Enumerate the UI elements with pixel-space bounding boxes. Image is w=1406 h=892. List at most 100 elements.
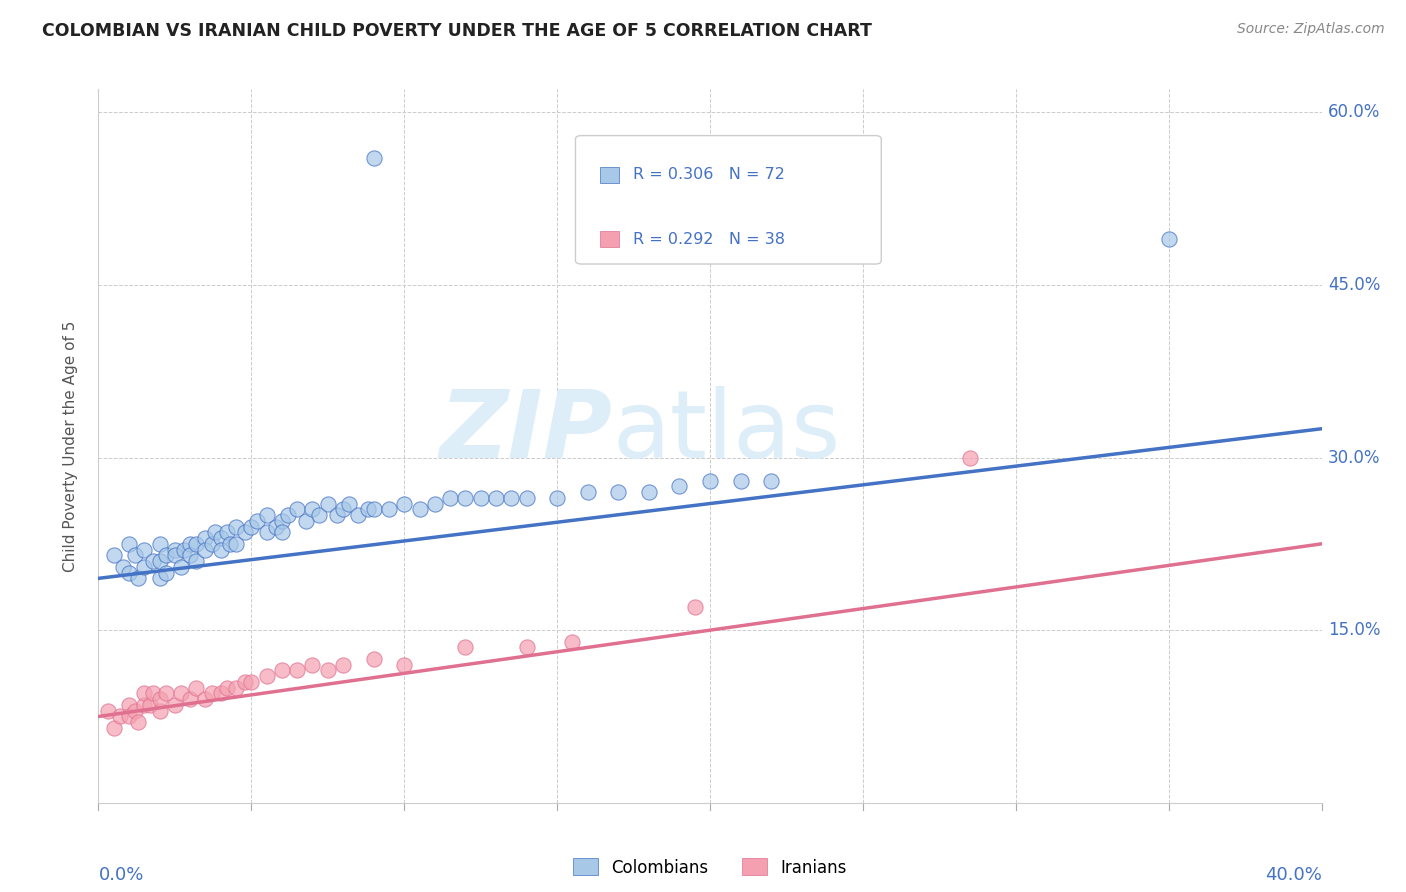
Point xyxy=(134,686,156,700)
Point xyxy=(408,502,430,516)
Point xyxy=(127,715,149,730)
Point xyxy=(332,502,354,516)
Point xyxy=(264,519,287,533)
Point xyxy=(301,657,323,672)
Point xyxy=(155,686,177,700)
Point xyxy=(163,698,186,712)
Point xyxy=(316,497,339,511)
Text: 0.0%: 0.0% xyxy=(98,866,143,884)
Point xyxy=(108,709,131,723)
Legend: Colombians, Iranians: Colombians, Iranians xyxy=(574,858,846,877)
Point xyxy=(326,508,349,522)
Point xyxy=(233,525,256,540)
Point xyxy=(683,600,706,615)
Point xyxy=(699,474,721,488)
Point xyxy=(194,542,217,557)
Point xyxy=(111,559,134,574)
Point xyxy=(270,514,292,528)
Point xyxy=(959,450,981,465)
Point xyxy=(337,497,360,511)
Point xyxy=(363,502,385,516)
Text: ZIP: ZIP xyxy=(439,385,612,478)
Point xyxy=(149,704,172,718)
Point xyxy=(301,502,323,516)
Point xyxy=(225,537,247,551)
Point xyxy=(163,549,186,563)
Point xyxy=(103,721,125,735)
Point xyxy=(256,669,278,683)
Point xyxy=(225,681,247,695)
Point xyxy=(546,491,568,505)
Point xyxy=(124,549,146,563)
Point xyxy=(139,698,162,712)
Point xyxy=(363,652,385,666)
Text: 60.0%: 60.0% xyxy=(1327,103,1381,121)
Point xyxy=(607,485,630,500)
Point xyxy=(155,549,177,563)
Text: atlas: atlas xyxy=(612,385,841,478)
Point xyxy=(454,640,477,655)
Point xyxy=(730,474,752,488)
Point xyxy=(363,151,385,165)
Point xyxy=(186,681,208,695)
Point xyxy=(186,537,208,551)
Point xyxy=(392,497,416,511)
Point xyxy=(316,664,339,678)
Point xyxy=(124,704,146,718)
Point xyxy=(209,531,232,545)
Point xyxy=(142,554,165,568)
Text: 15.0%: 15.0% xyxy=(1327,621,1381,640)
Point xyxy=(347,508,370,522)
Point xyxy=(256,525,278,540)
Text: R = 0.306   N = 72: R = 0.306 N = 72 xyxy=(634,168,786,182)
Point xyxy=(118,698,141,712)
Point xyxy=(118,537,141,551)
Point xyxy=(170,686,193,700)
Point xyxy=(179,692,201,706)
Point xyxy=(134,698,156,712)
Point xyxy=(392,657,416,672)
Point xyxy=(142,686,165,700)
Point xyxy=(501,491,523,505)
Text: 30.0%: 30.0% xyxy=(1327,449,1381,467)
Point xyxy=(200,686,222,700)
Point xyxy=(378,502,401,516)
Point xyxy=(194,531,217,545)
Point xyxy=(246,514,269,528)
Point xyxy=(516,491,538,505)
Point xyxy=(439,491,461,505)
Point xyxy=(170,559,193,574)
Point xyxy=(134,559,156,574)
Text: R = 0.292   N = 38: R = 0.292 N = 38 xyxy=(634,232,786,246)
Point xyxy=(215,681,238,695)
Point xyxy=(219,537,242,551)
Point xyxy=(149,571,172,585)
Text: 40.0%: 40.0% xyxy=(1265,866,1322,884)
FancyBboxPatch shape xyxy=(600,231,619,247)
Point xyxy=(470,491,492,505)
Point xyxy=(118,566,141,580)
Text: 45.0%: 45.0% xyxy=(1327,276,1381,293)
Point xyxy=(256,508,278,522)
Point xyxy=(233,675,256,690)
Point xyxy=(127,571,149,585)
FancyBboxPatch shape xyxy=(575,136,882,264)
Point xyxy=(173,542,195,557)
Text: COLOMBIAN VS IRANIAN CHILD POVERTY UNDER THE AGE OF 5 CORRELATION CHART: COLOMBIAN VS IRANIAN CHILD POVERTY UNDER… xyxy=(42,22,872,40)
Point xyxy=(186,554,208,568)
Point xyxy=(285,502,308,516)
Point xyxy=(668,479,690,493)
Y-axis label: Child Poverty Under the Age of 5: Child Poverty Under the Age of 5 xyxy=(63,320,77,572)
Point xyxy=(209,542,232,557)
Point xyxy=(134,542,156,557)
Point xyxy=(270,664,292,678)
Point xyxy=(200,537,222,551)
Point xyxy=(356,502,378,516)
Point xyxy=(149,554,172,568)
Point xyxy=(295,514,318,528)
FancyBboxPatch shape xyxy=(600,167,619,183)
Point xyxy=(179,549,201,563)
Point xyxy=(516,640,538,655)
Point xyxy=(308,508,330,522)
Point xyxy=(240,519,263,533)
